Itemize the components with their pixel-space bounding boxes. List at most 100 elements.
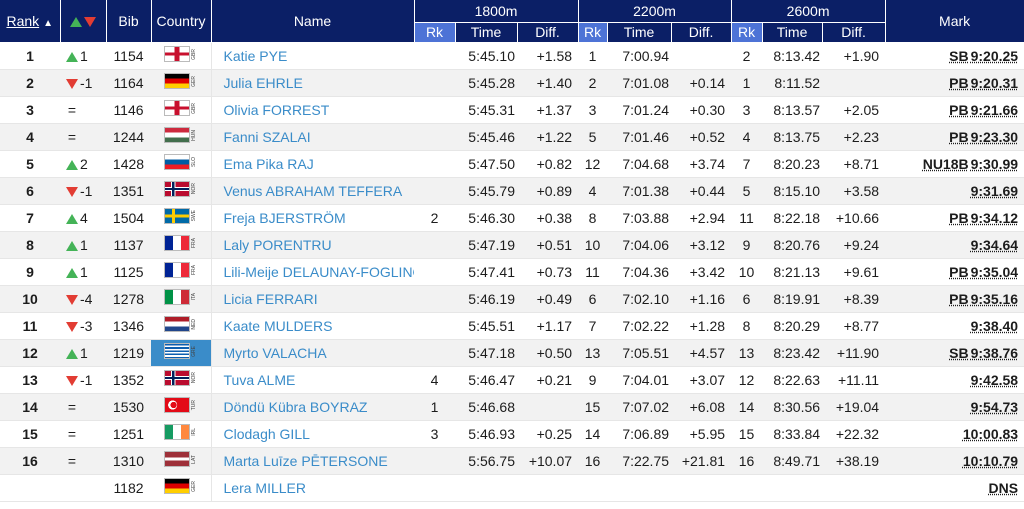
athlete-name-link[interactable]: Ema Pika RAJ <box>211 150 414 178</box>
athlete-name-link[interactable]: Katie PYE <box>211 42 414 70</box>
rank-header[interactable]: Rank ▲ <box>0 0 61 43</box>
athlete-name-link[interactable]: Kaate MULDERS <box>211 312 414 340</box>
qualifier-badge[interactable]: PB <box>949 209 969 226</box>
athlete-name-link[interactable]: Myrto VALACHA <box>211 339 414 367</box>
country-cell[interactable]: TUR <box>151 393 212 421</box>
split-1800-rank <box>414 42 455 70</box>
country-flag-icon <box>164 478 191 494</box>
mark-header[interactable]: Mark <box>885 0 1024 43</box>
country-cell[interactable]: SWE <box>151 204 212 232</box>
split-2200-rank: 1 <box>578 42 608 70</box>
split-2600-diff: +22.32 <box>822 420 886 448</box>
split-1800-diff: +0.50 <box>517 339 579 367</box>
rank-sort-link[interactable]: Rank <box>6 12 40 29</box>
split-rk-header[interactable]: Rk <box>731 22 763 43</box>
athlete-name-link[interactable]: Tuva ALME <box>211 366 414 394</box>
qualifier-badge[interactable]: SB <box>949 47 969 64</box>
country-code: NOR <box>191 372 198 384</box>
split-diff-header[interactable]: Diff. <box>517 22 579 43</box>
qualifier-badge[interactable]: PB <box>949 74 969 91</box>
rank-change-value: -1 <box>80 182 93 199</box>
split-2200-rank: 9 <box>578 366 608 394</box>
country-cell[interactable]: FRA <box>151 231 212 259</box>
rank-cell: 3 <box>0 96 60 124</box>
split-2200-diff: +4.57 <box>671 339 732 367</box>
country-cell[interactable]: GBR <box>151 96 212 124</box>
split-1800-rank <box>414 258 455 286</box>
athlete-name-link[interactable]: Venus ABRAHAM TEFFERA <box>211 177 414 205</box>
mark-cell: PB 9:35.04 <box>885 258 1024 286</box>
mark-cell: PB 9:23.30 <box>885 123 1024 151</box>
country-header[interactable]: Country <box>151 0 212 43</box>
country-cell[interactable]: GER <box>151 474 212 502</box>
split-time-header[interactable]: Time <box>762 22 823 43</box>
table-row: 6 -1 1351 NOR Venus ABRAHAM TEFFERA 5:45… <box>0 177 1024 205</box>
athlete-name-link[interactable]: Lili-Meije DELAUNAY-FOGLINO <box>211 258 414 286</box>
country-cell[interactable]: ITA <box>151 285 212 313</box>
athlete-name-link[interactable]: Clodagh GILL <box>211 420 414 448</box>
country-cell[interactable]: NED <box>151 312 212 340</box>
athlete-name-link[interactable]: Olivia FORREST <box>211 96 414 124</box>
country-cell[interactable]: NOR <box>151 366 212 394</box>
country-cell[interactable]: SLO <box>151 150 212 178</box>
split-diff-header[interactable]: Diff. <box>822 22 886 43</box>
mark-cell: 9:31.69 <box>885 177 1024 205</box>
split-rk-header[interactable]: Rk <box>578 22 608 43</box>
qualifier-badge[interactable]: PB <box>949 128 969 145</box>
athlete-name-link[interactable]: Marta Luīze PĒTERSONE <box>211 447 414 475</box>
country-flag-icon <box>164 127 191 143</box>
country-flag-icon <box>164 262 191 278</box>
rank-cell: 14 <box>0 393 60 421</box>
bib-header[interactable]: Bib <box>106 0 152 43</box>
qualifier-badge[interactable]: PB <box>949 263 969 280</box>
athlete-name-link[interactable]: Lera MILLER <box>211 474 414 502</box>
qualifier-badge[interactable]: PB <box>949 290 969 307</box>
name-header[interactable]: Name <box>211 0 415 43</box>
country-cell[interactable]: IRL <box>151 420 212 448</box>
change-header[interactable] <box>60 0 107 43</box>
country-cell[interactable]: NOR <box>151 177 212 205</box>
split-1800-time: 5:47.19 <box>455 231 517 259</box>
country-cell[interactable]: GRE <box>151 339 212 367</box>
split-2600-rank: 10 <box>731 258 763 286</box>
qualifier-badge[interactable]: SB <box>949 344 969 361</box>
split-time-header[interactable]: Time <box>455 22 518 43</box>
rank-up-icon <box>66 159 78 170</box>
table-row: 16 = 1310 LAT Marta Luīze PĒTERSONE 5:56… <box>0 447 1024 475</box>
athlete-name-link[interactable]: Laly PORENTRU <box>211 231 414 259</box>
split-2600-rank: 16 <box>731 447 763 475</box>
rank-cell: 9 <box>0 258 60 286</box>
country-cell[interactable]: GER <box>151 69 212 97</box>
split-2600-time: 8:13.42 <box>762 42 823 70</box>
athlete-name-link[interactable]: Licia FERRARI <box>211 285 414 313</box>
split-1800-diff: +1.37 <box>517 96 579 124</box>
split-time-header[interactable]: Time <box>607 22 672 43</box>
qualifier-badge[interactable]: PB <box>949 101 969 118</box>
mark-value: 10:10.79 <box>962 452 1019 469</box>
split-1800-diff: +0.21 <box>517 366 579 394</box>
country-code: FRA <box>191 238 198 248</box>
split-1800-diff: +0.38 <box>517 204 579 232</box>
table-row: 7 4 1504 SWE Freja BJERSTRÖM 2 5:46.30 +… <box>0 204 1024 232</box>
country-cell[interactable]: LAT <box>151 447 212 475</box>
split-1800-time: 5:45.28 <box>455 69 517 97</box>
athlete-name-link[interactable]: Freja BJERSTRÖM <box>211 204 414 232</box>
split-2600-rank: 9 <box>731 231 763 259</box>
country-cell[interactable]: FRA <box>151 258 212 286</box>
country-cell[interactable]: GBR <box>151 42 212 70</box>
split-2600-diff: +11.11 <box>822 366 886 394</box>
split-1800-time: 5:47.41 <box>455 258 517 286</box>
sort-up-icon[interactable]: ▲ <box>43 17 54 29</box>
mark-cell: PB 9:20.31 <box>885 69 1024 97</box>
split-2200-rank: 12 <box>578 150 608 178</box>
athlete-name-link[interactable]: Fanni SZALAI <box>211 123 414 151</box>
split-rk-header[interactable]: Rk <box>414 22 456 43</box>
country-flag-icon <box>164 289 191 305</box>
qualifier-badge[interactable]: NU18B <box>922 155 969 172</box>
split-2600-time: 8:30.56 <box>762 393 823 421</box>
split-2200-diff: +21.81 <box>671 447 732 475</box>
athlete-name-link[interactable]: Julia EHRLE <box>211 69 414 97</box>
split-diff-header[interactable]: Diff. <box>671 22 732 43</box>
athlete-name-link[interactable]: Döndü Kübra BOYRAZ <box>211 393 414 421</box>
country-cell[interactable]: HUN <box>151 123 212 151</box>
